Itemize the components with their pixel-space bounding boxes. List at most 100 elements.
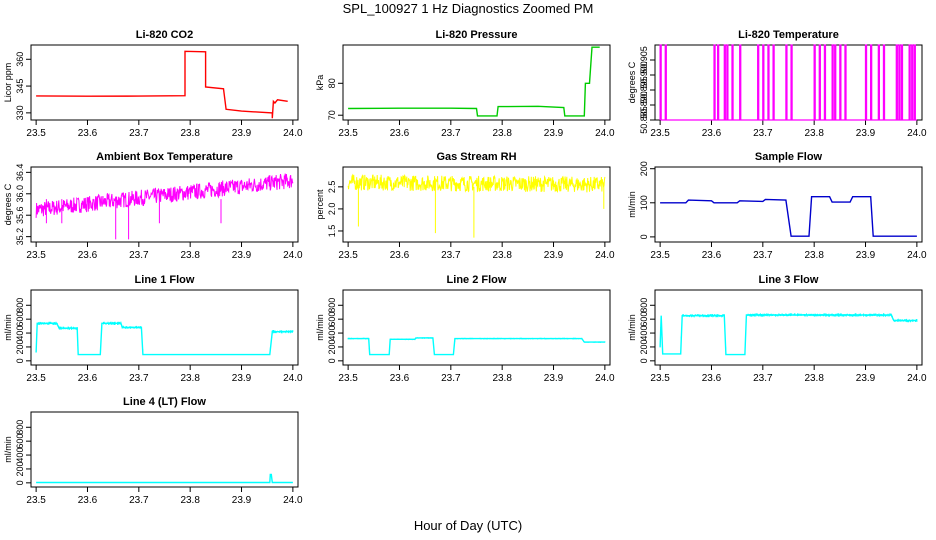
series-path [36,50,288,119]
panel-box_temp: Ambient Box Temperature 23.5 23.6 23.7 23.8 2… [3,151,303,261]
x-tick-label: 23.8 [492,373,512,384]
y-tick-label: 36.0 [15,185,25,203]
x-tick-label: 23.5 [26,128,46,139]
panel-line3: Line 3 Flow 23.5 23.6 23.7 23.8 23.9 24.0 0 2004… [627,274,927,384]
x-tick-label: 23.9 [856,373,876,384]
y-tick-label: 80 [327,78,337,88]
y-tick-label: 35.6 [15,206,25,224]
y-tick-label: 50.895 [639,76,649,104]
series-path [36,473,293,484]
y-axis-label: degrees C [627,61,637,103]
x-tick-label: 23.7 [129,128,149,139]
y-axis-label: Licor ppm [3,63,13,103]
y-tick-label: 400 [327,326,337,341]
series-path [348,46,600,117]
series-path [35,173,294,240]
panel-title: Sample Flow [755,151,823,163]
y-axis-label: ml/min [627,314,637,341]
y-tick-label: 70 [327,110,337,120]
plot-frame [654,289,923,366]
x-tick-label: 23.8 [804,250,824,261]
x-tick-label: 23.6 [702,373,722,384]
panel-title: Gas Stream RH [436,151,516,163]
y-tick-label: 50.890 [639,91,649,119]
y-tick-label: 50.900 [639,61,649,89]
x-tick-label: 23.7 [753,128,773,139]
y-tick-label: 1.5 [327,225,337,238]
x-tick-label: 23.6 [78,495,98,506]
plot-frame [30,289,299,366]
y-axis-label: percent [315,189,325,220]
y-tick-label: 0 [15,358,25,363]
y-tick-label: 2.5 [327,181,337,194]
x-tick-label: 23.9 [544,250,564,261]
panel-line2: Line 2 Flow 23.5 23.6 23.7 23.8 23.9 24.0 0 2004… [315,274,615,384]
panel-title: Ambient Box Temperature [96,151,233,163]
panel-sample_flow: Sample Flow 23.5 23.6 23.7 23.8 23.9 24.0 0 100 2… [627,151,927,261]
y-tick-label: 800 [15,420,25,435]
y-tick-label: 400 [15,326,25,341]
y-tick-label: 200 [327,339,337,354]
x-tick-label: 23.5 [338,250,358,261]
x-tick-label: 23.8 [180,250,200,261]
x-tick-label: 24.0 [595,373,615,384]
y-tick-label: 200 [639,161,649,176]
panel-title: Line 3 Flow [759,274,819,286]
plot-frame [654,44,923,121]
x-tick-label: 23.9 [544,373,564,384]
y-tick-label: 360 [15,52,25,67]
y-tick-label: 200 [639,339,649,354]
page-title: SPL_100927 1 Hz Diagnostics Zoomed PM [342,1,594,16]
y-tick-label: 800 [15,298,25,313]
panel-title: Line 2 Flow [447,274,507,286]
series-noise [347,337,606,350]
series-line [36,50,288,119]
panel-title: Li-820 Pressure [436,29,518,41]
x-tick-label: 23.5 [26,250,46,261]
series-line [659,44,917,121]
series-line [660,196,917,237]
series-line [348,46,600,117]
y-tick-label: 0 [639,358,649,363]
y-axis-label: degrees C [3,183,13,225]
series-line [347,337,606,356]
plot-frame [30,44,299,121]
x-tick-label: 23.7 [441,128,461,139]
x-tick-label: 23.5 [650,250,670,261]
panel-title: Li-820 CO2 [136,29,193,41]
x-tick-label: 23.7 [753,250,773,261]
x-tick-label: 23.9 [232,495,252,506]
panel-rh: Gas Stream RH 23.5 23.6 23.7 23.8 23.9 24.0 1.5… [315,151,615,261]
x-tick-label: 23.9 [856,250,876,261]
y-tick-label: 200 [15,461,25,476]
x-tick-label: 23.8 [180,373,200,384]
y-tick-label: 600 [15,312,25,327]
y-axis-label: kPa [315,75,325,91]
series-line [36,473,293,484]
x-tick-label: 23.6 [78,128,98,139]
y-tick-label: 100 [639,195,649,210]
series-noise [659,313,918,350]
x-tick-label: 24.0 [907,250,927,261]
panel-line4: Line 4 (LT) Flow 23.5 23.6 23.7 23.8 23.9 24.0… [3,396,303,506]
x-tick-label: 24.0 [595,128,615,139]
x-tick-label: 23.8 [804,128,824,139]
x-tick-label: 23.8 [492,128,512,139]
x-tick-label: 23.5 [650,128,670,139]
plot-frame [654,166,923,243]
x-tick-label: 24.0 [283,128,303,139]
y-tick-label: 600 [327,312,337,327]
y-tick-label: 345 [15,79,25,94]
x-tick-label: 23.9 [232,250,252,261]
series-noise [36,321,294,352]
y-tick-label: 330 [15,105,25,120]
x-tick-label: 23.8 [492,250,512,261]
x-tick-label: 23.5 [338,373,358,384]
y-tick-label: 600 [15,434,25,449]
panel-title: Li-820 Temperature [738,29,839,41]
panel-pressure: Li-820 Pressure 23.5 23.6 23.7 23.8 23.9 24.0 7… [315,29,615,139]
y-tick-label: 50.905 [639,46,649,74]
x-tick-label: 23.7 [129,495,149,506]
x-tick-label: 23.8 [804,373,824,384]
